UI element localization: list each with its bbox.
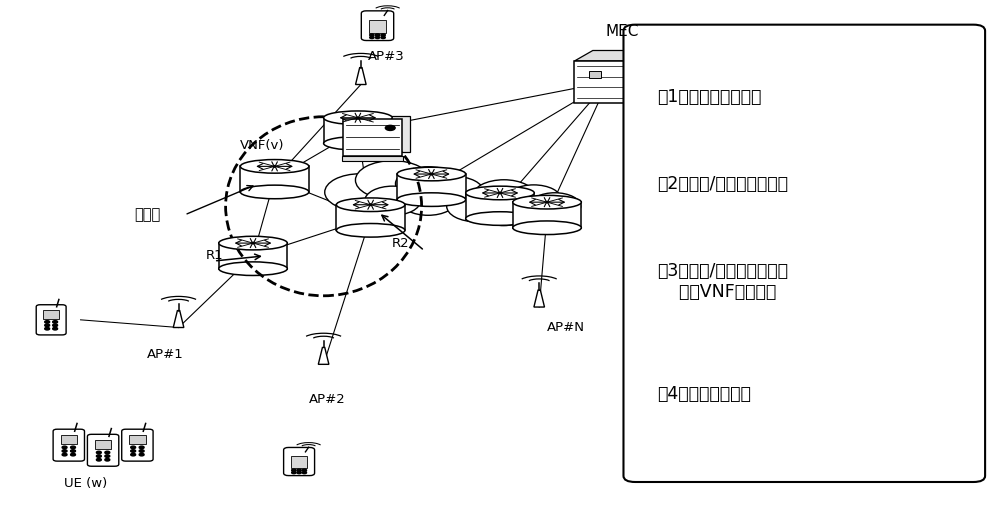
Ellipse shape (336, 223, 405, 237)
Circle shape (139, 446, 144, 449)
Circle shape (71, 453, 75, 456)
Bar (324, 118, 392, 144)
Bar (61, 435, 77, 444)
Circle shape (131, 450, 136, 452)
Circle shape (381, 37, 385, 39)
FancyBboxPatch shape (36, 305, 66, 335)
Circle shape (131, 453, 136, 456)
Polygon shape (641, 51, 659, 103)
Bar (219, 243, 287, 269)
Circle shape (302, 469, 307, 471)
Bar (291, 456, 307, 468)
Circle shape (105, 451, 110, 454)
Polygon shape (534, 290, 544, 307)
Ellipse shape (219, 236, 287, 250)
Text: R2: R2 (392, 236, 410, 250)
Circle shape (131, 446, 136, 449)
Circle shape (370, 34, 374, 36)
Bar (342, 156, 403, 161)
Circle shape (53, 324, 58, 327)
Circle shape (62, 450, 67, 452)
Circle shape (53, 321, 58, 323)
Circle shape (96, 455, 101, 457)
Circle shape (62, 446, 67, 449)
Bar (43, 310, 59, 318)
Text: AP#N: AP#N (547, 321, 585, 334)
Bar (574, 61, 641, 103)
Circle shape (375, 37, 380, 39)
Circle shape (71, 446, 75, 449)
Bar (129, 435, 146, 444)
Ellipse shape (466, 186, 534, 200)
FancyBboxPatch shape (87, 434, 119, 466)
Ellipse shape (240, 185, 309, 199)
Text: MEC: MEC (606, 25, 639, 39)
Ellipse shape (240, 160, 309, 173)
Circle shape (105, 455, 110, 457)
Bar (466, 193, 534, 219)
Text: AP#3: AP#3 (368, 50, 404, 63)
Circle shape (62, 453, 67, 456)
Circle shape (292, 471, 296, 473)
FancyBboxPatch shape (284, 447, 315, 476)
Bar (513, 202, 581, 228)
Circle shape (375, 34, 380, 36)
FancyBboxPatch shape (623, 25, 985, 482)
Polygon shape (574, 51, 659, 61)
Circle shape (96, 458, 101, 461)
Bar (351, 115, 410, 152)
Circle shape (96, 451, 101, 454)
Circle shape (71, 450, 75, 452)
Circle shape (45, 324, 50, 327)
Ellipse shape (324, 111, 392, 125)
Ellipse shape (397, 193, 466, 206)
Bar (397, 174, 466, 199)
Bar (369, 20, 386, 32)
Text: VNF(v): VNF(v) (240, 139, 285, 152)
FancyBboxPatch shape (361, 11, 394, 41)
Circle shape (385, 125, 395, 130)
Circle shape (292, 469, 296, 471)
Text: AP#2: AP#2 (309, 393, 346, 406)
Bar (336, 205, 405, 230)
Circle shape (139, 453, 144, 456)
Text: （1）确定中间路由器: （1）确定中间路由器 (657, 88, 761, 106)
Circle shape (105, 458, 110, 461)
Ellipse shape (336, 198, 405, 211)
Circle shape (45, 327, 50, 330)
Text: UE (w): UE (w) (64, 477, 107, 490)
Ellipse shape (324, 137, 392, 150)
Circle shape (139, 450, 144, 452)
Ellipse shape (466, 212, 534, 226)
Text: 路由器: 路由器 (134, 207, 161, 222)
Circle shape (381, 34, 385, 36)
Circle shape (53, 327, 58, 330)
Text: （2）监测/预测累积依赖性: （2）监测/预测累积依赖性 (657, 175, 788, 193)
Circle shape (370, 37, 374, 39)
Text: （3）确定/更新转发规则以
    最小VNF的重定位: （3）确定/更新转发规则以 最小VNF的重定位 (657, 262, 788, 301)
Bar (95, 440, 111, 449)
Text: AP#1: AP#1 (147, 348, 184, 361)
Polygon shape (318, 348, 329, 364)
Ellipse shape (397, 167, 466, 181)
Polygon shape (356, 68, 366, 85)
Circle shape (297, 471, 301, 473)
Bar (240, 167, 309, 192)
Ellipse shape (219, 262, 287, 276)
Polygon shape (173, 311, 184, 327)
Ellipse shape (513, 221, 581, 234)
FancyBboxPatch shape (53, 429, 84, 461)
Bar (343, 118, 402, 156)
Bar (589, 72, 601, 78)
Text: R1: R1 (206, 250, 224, 263)
Ellipse shape (513, 195, 581, 209)
Circle shape (45, 321, 50, 323)
Circle shape (297, 469, 301, 471)
Text: （4）应用转发规则: （4）应用转发规则 (657, 385, 751, 403)
Circle shape (302, 471, 307, 473)
FancyBboxPatch shape (122, 429, 153, 461)
